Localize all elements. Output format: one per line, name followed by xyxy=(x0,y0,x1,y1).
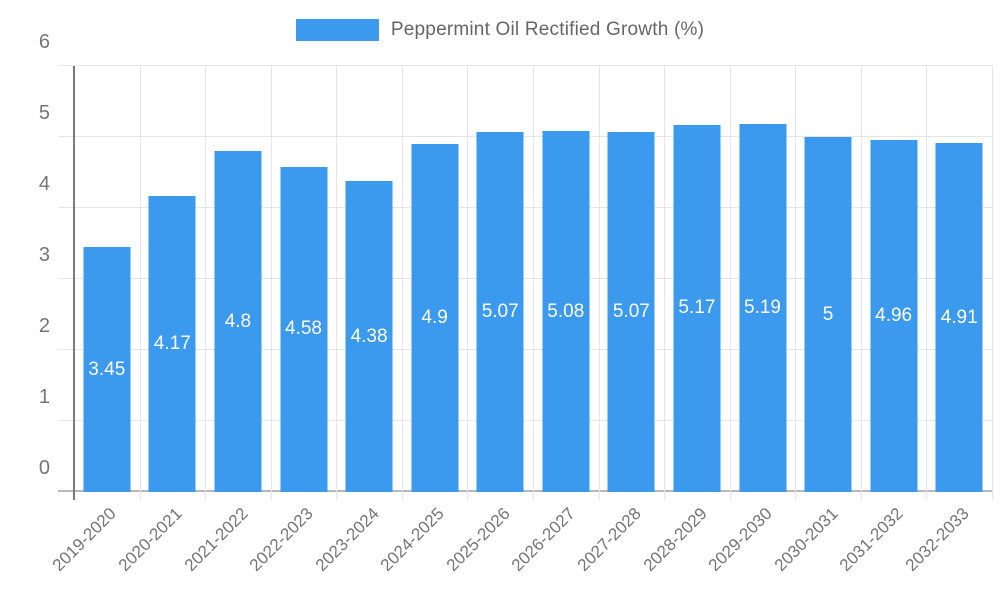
bar-value-label: 3.45 xyxy=(88,358,126,380)
y-axis-tick-label: 0 xyxy=(38,457,50,480)
y-tick-mark xyxy=(58,349,74,351)
y-gridline xyxy=(74,65,992,66)
bar-2021-2022[interactable]: 4.8 xyxy=(214,151,262,492)
x-gridline xyxy=(205,66,207,492)
x-axis-tick-label: 2019-2020 xyxy=(49,504,121,575)
x-tick-mark xyxy=(992,492,993,500)
x-gridline xyxy=(336,66,338,492)
bar-2032-2033[interactable]: 4.91 xyxy=(935,143,983,492)
x-gridline xyxy=(467,66,469,492)
legend-label[interactable]: Peppermint Oil Rectified Growth (%) xyxy=(390,19,705,40)
x-axis-tick-label: 2029-2030 xyxy=(705,504,776,575)
x-gridline xyxy=(401,66,403,492)
bar-2020-2021[interactable]: 4.17 xyxy=(148,195,196,492)
bar-2025-2026[interactable]: 5.07 xyxy=(476,132,524,492)
bar-value-label: 4.96 xyxy=(875,304,913,326)
bar-2022-2023[interactable]: 4.58 xyxy=(280,166,327,492)
bar-2031-2032[interactable]: 4.96 xyxy=(870,139,918,492)
bar-value-label: 4.58 xyxy=(285,318,322,340)
x-axis-tick-label: 2027-2028 xyxy=(573,504,645,575)
x-tick-mark xyxy=(598,492,600,500)
y-axis-tick-label: 3 xyxy=(38,244,50,267)
x-axis-tick-label: 2026-2027 xyxy=(508,504,580,575)
y-axis-tick-label: 4 xyxy=(38,173,50,196)
x-tick-mark xyxy=(795,492,797,500)
bar-value-label: 4.8 xyxy=(224,310,252,332)
bar-2024-2025[interactable]: 4.9 xyxy=(411,144,459,492)
x-gridline xyxy=(270,66,272,492)
x-axis-tick-label: 2032-2033 xyxy=(901,504,973,575)
y-tick-mark xyxy=(58,207,74,209)
y-axis-line xyxy=(73,66,75,500)
y-tick-mark xyxy=(58,136,74,137)
x-tick-mark xyxy=(270,492,272,500)
x-gridline xyxy=(598,66,600,492)
x-gridline xyxy=(533,66,534,492)
x-tick-mark xyxy=(139,492,141,500)
bar-value-label: 5.17 xyxy=(678,297,716,319)
legend-swatch[interactable] xyxy=(295,19,379,41)
bar-value-label: 5.07 xyxy=(481,301,519,323)
x-gridline xyxy=(729,66,731,492)
x-axis-tick-label: 2020-2021 xyxy=(114,504,186,575)
x-tick-mark xyxy=(860,492,862,500)
y-tick-mark xyxy=(58,65,74,66)
x-gridline xyxy=(664,66,666,492)
x-axis-tick-label: 2022-2023 xyxy=(246,504,317,575)
x-axis-tick-label: 2030-2031 xyxy=(770,504,842,575)
y-gridline xyxy=(58,490,992,492)
bar-2029-2030[interactable]: 5.19 xyxy=(739,123,786,492)
bar-value-label: 4.9 xyxy=(421,307,448,329)
bar-value-label: 5.07 xyxy=(612,301,650,323)
x-gridline xyxy=(139,66,141,492)
x-tick-mark xyxy=(336,492,338,500)
x-tick-mark xyxy=(467,492,469,500)
x-gridline xyxy=(992,66,993,492)
bar-2023-2024[interactable]: 4.38 xyxy=(345,181,393,492)
x-tick-mark xyxy=(205,492,207,500)
y-axis-tick-label: 1 xyxy=(38,386,50,409)
x-tick-mark xyxy=(926,492,928,500)
x-tick-mark xyxy=(533,492,534,500)
x-tick-mark xyxy=(401,492,403,500)
chart-legend: Peppermint Oil Rectified Growth (%) xyxy=(0,19,1000,41)
bar-2027-2028[interactable]: 5.07 xyxy=(607,132,655,492)
y-tick-mark xyxy=(58,278,74,279)
bar-2019-2020[interactable]: 3.45 xyxy=(83,247,131,492)
bar-value-label: 4.91 xyxy=(940,306,978,328)
x-tick-mark xyxy=(664,492,666,500)
x-axis-tick-label: 2021-2022 xyxy=(180,504,252,575)
bar-value-label: 5.08 xyxy=(547,300,585,322)
y-tick-mark xyxy=(58,420,74,422)
x-gridline xyxy=(926,66,928,492)
x-axis-tick-label: 2023-2024 xyxy=(311,504,383,575)
x-axis-tick-label: 2031-2032 xyxy=(836,504,908,575)
x-tick-mark xyxy=(729,492,731,500)
bar-value-label: 5.19 xyxy=(744,296,781,318)
y-axis-tick-label: 5 xyxy=(38,102,50,125)
x-axis-tick-label: 2024-2025 xyxy=(377,504,449,575)
x-gridline xyxy=(795,66,797,492)
x-axis-tick-label: 2025-2026 xyxy=(442,504,514,575)
bar-value-label: 5 xyxy=(822,303,834,325)
bar-2028-2029[interactable]: 5.17 xyxy=(673,124,721,492)
x-gridline xyxy=(860,66,862,492)
y-axis-tick-label: 6 xyxy=(38,31,50,54)
x-axis-tick-label: 2028-2029 xyxy=(639,504,711,575)
y-axis-tick-label: 2 xyxy=(38,315,50,338)
bar-2026-2027[interactable]: 5.08 xyxy=(542,131,590,492)
bar-value-label: 4.38 xyxy=(350,325,388,347)
plot-area: 0 1 2 3 4 5 6 3.45 2019-2020 4.17 2020-2021 4.8 2021… xyxy=(39,31,993,575)
bar-2030-2031[interactable]: 5 xyxy=(804,137,852,492)
bar-value-label: 4.17 xyxy=(153,332,191,354)
